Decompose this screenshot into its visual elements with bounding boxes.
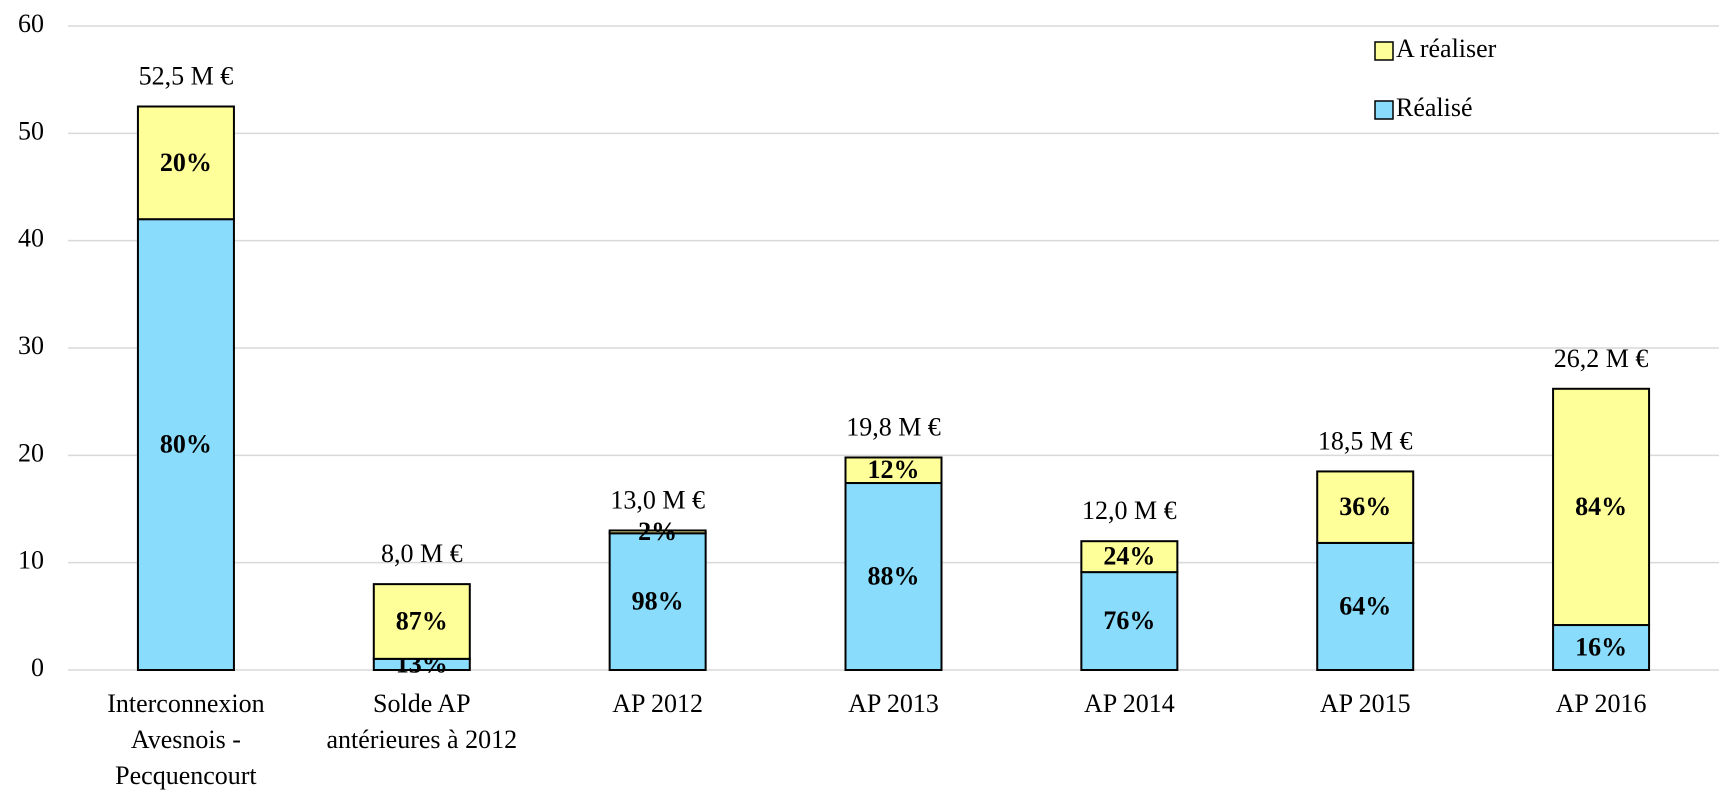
- x-tick-label: Interconnexion: [107, 689, 264, 718]
- segment-label: 88%: [868, 561, 920, 590]
- total-label: 19,8 M €: [846, 412, 941, 441]
- y-tick-label: 60: [18, 9, 44, 38]
- bar-segment: [1080, 540, 1179, 574]
- x-tick-label: Solde AP: [373, 689, 471, 718]
- legend-swatch: [1374, 100, 1394, 120]
- y-tick-label: 10: [18, 546, 44, 575]
- segment-label: 98%: [632, 587, 684, 616]
- x-tick-label: AP 2013: [848, 689, 939, 718]
- segment-label: 76%: [1103, 606, 1155, 635]
- x-tick-label: AP 2012: [612, 689, 703, 718]
- bar-segment: [844, 482, 943, 671]
- x-tick-label: AP 2014: [1084, 689, 1175, 718]
- bar-segment: [1080, 571, 1179, 671]
- total-label: 18,5 M €: [1318, 426, 1413, 455]
- legend-label: Réalisé: [1396, 93, 1473, 122]
- segment-label: 84%: [1575, 492, 1627, 521]
- segment-label: 36%: [1339, 492, 1391, 521]
- legend-label: A réaliser: [1396, 34, 1497, 63]
- bar-segment: [608, 532, 707, 671]
- bar-segment: [608, 529, 707, 535]
- total-label: 26,2 M €: [1554, 344, 1649, 373]
- x-tick-label: Pecquencourt: [115, 761, 257, 790]
- x-tick-label: AP 2015: [1320, 689, 1411, 718]
- total-label: 52,5 M €: [139, 61, 234, 90]
- y-tick-label: 50: [18, 116, 44, 145]
- segment-label: 12%: [868, 455, 920, 484]
- total-label: 8,0 M €: [381, 539, 463, 568]
- bar-segment: [136, 218, 235, 671]
- bar-segment: [1552, 387, 1651, 627]
- x-tick-label: AP 2016: [1556, 689, 1647, 718]
- segment-label: 2%: [638, 517, 677, 546]
- segment-label: 24%: [1103, 542, 1155, 571]
- segment-label: 80%: [160, 430, 212, 459]
- segment-label: 87%: [396, 606, 448, 635]
- bar-segment: [1316, 541, 1415, 672]
- bar-segment: [136, 105, 235, 221]
- bar-segment: [372, 583, 471, 660]
- segment-label: 64%: [1339, 591, 1391, 620]
- x-tick-label: Avesnois -: [131, 725, 241, 754]
- total-label: 13,0 M €: [610, 485, 705, 514]
- total-label: 12,0 M €: [1082, 496, 1177, 525]
- x-tick-label: antérieures à 2012: [326, 725, 517, 754]
- y-tick-label: 40: [18, 224, 44, 253]
- bar-segment: [844, 456, 943, 485]
- y-tick-label: 20: [18, 438, 44, 467]
- y-tick-label: 0: [31, 653, 44, 682]
- segment-label: 16%: [1575, 632, 1627, 661]
- y-tick-label: 30: [18, 331, 44, 360]
- segment-label: 20%: [160, 148, 212, 177]
- bar-segment: [1316, 470, 1415, 544]
- legend-swatch: [1374, 41, 1394, 61]
- bar-segment: [1552, 624, 1651, 672]
